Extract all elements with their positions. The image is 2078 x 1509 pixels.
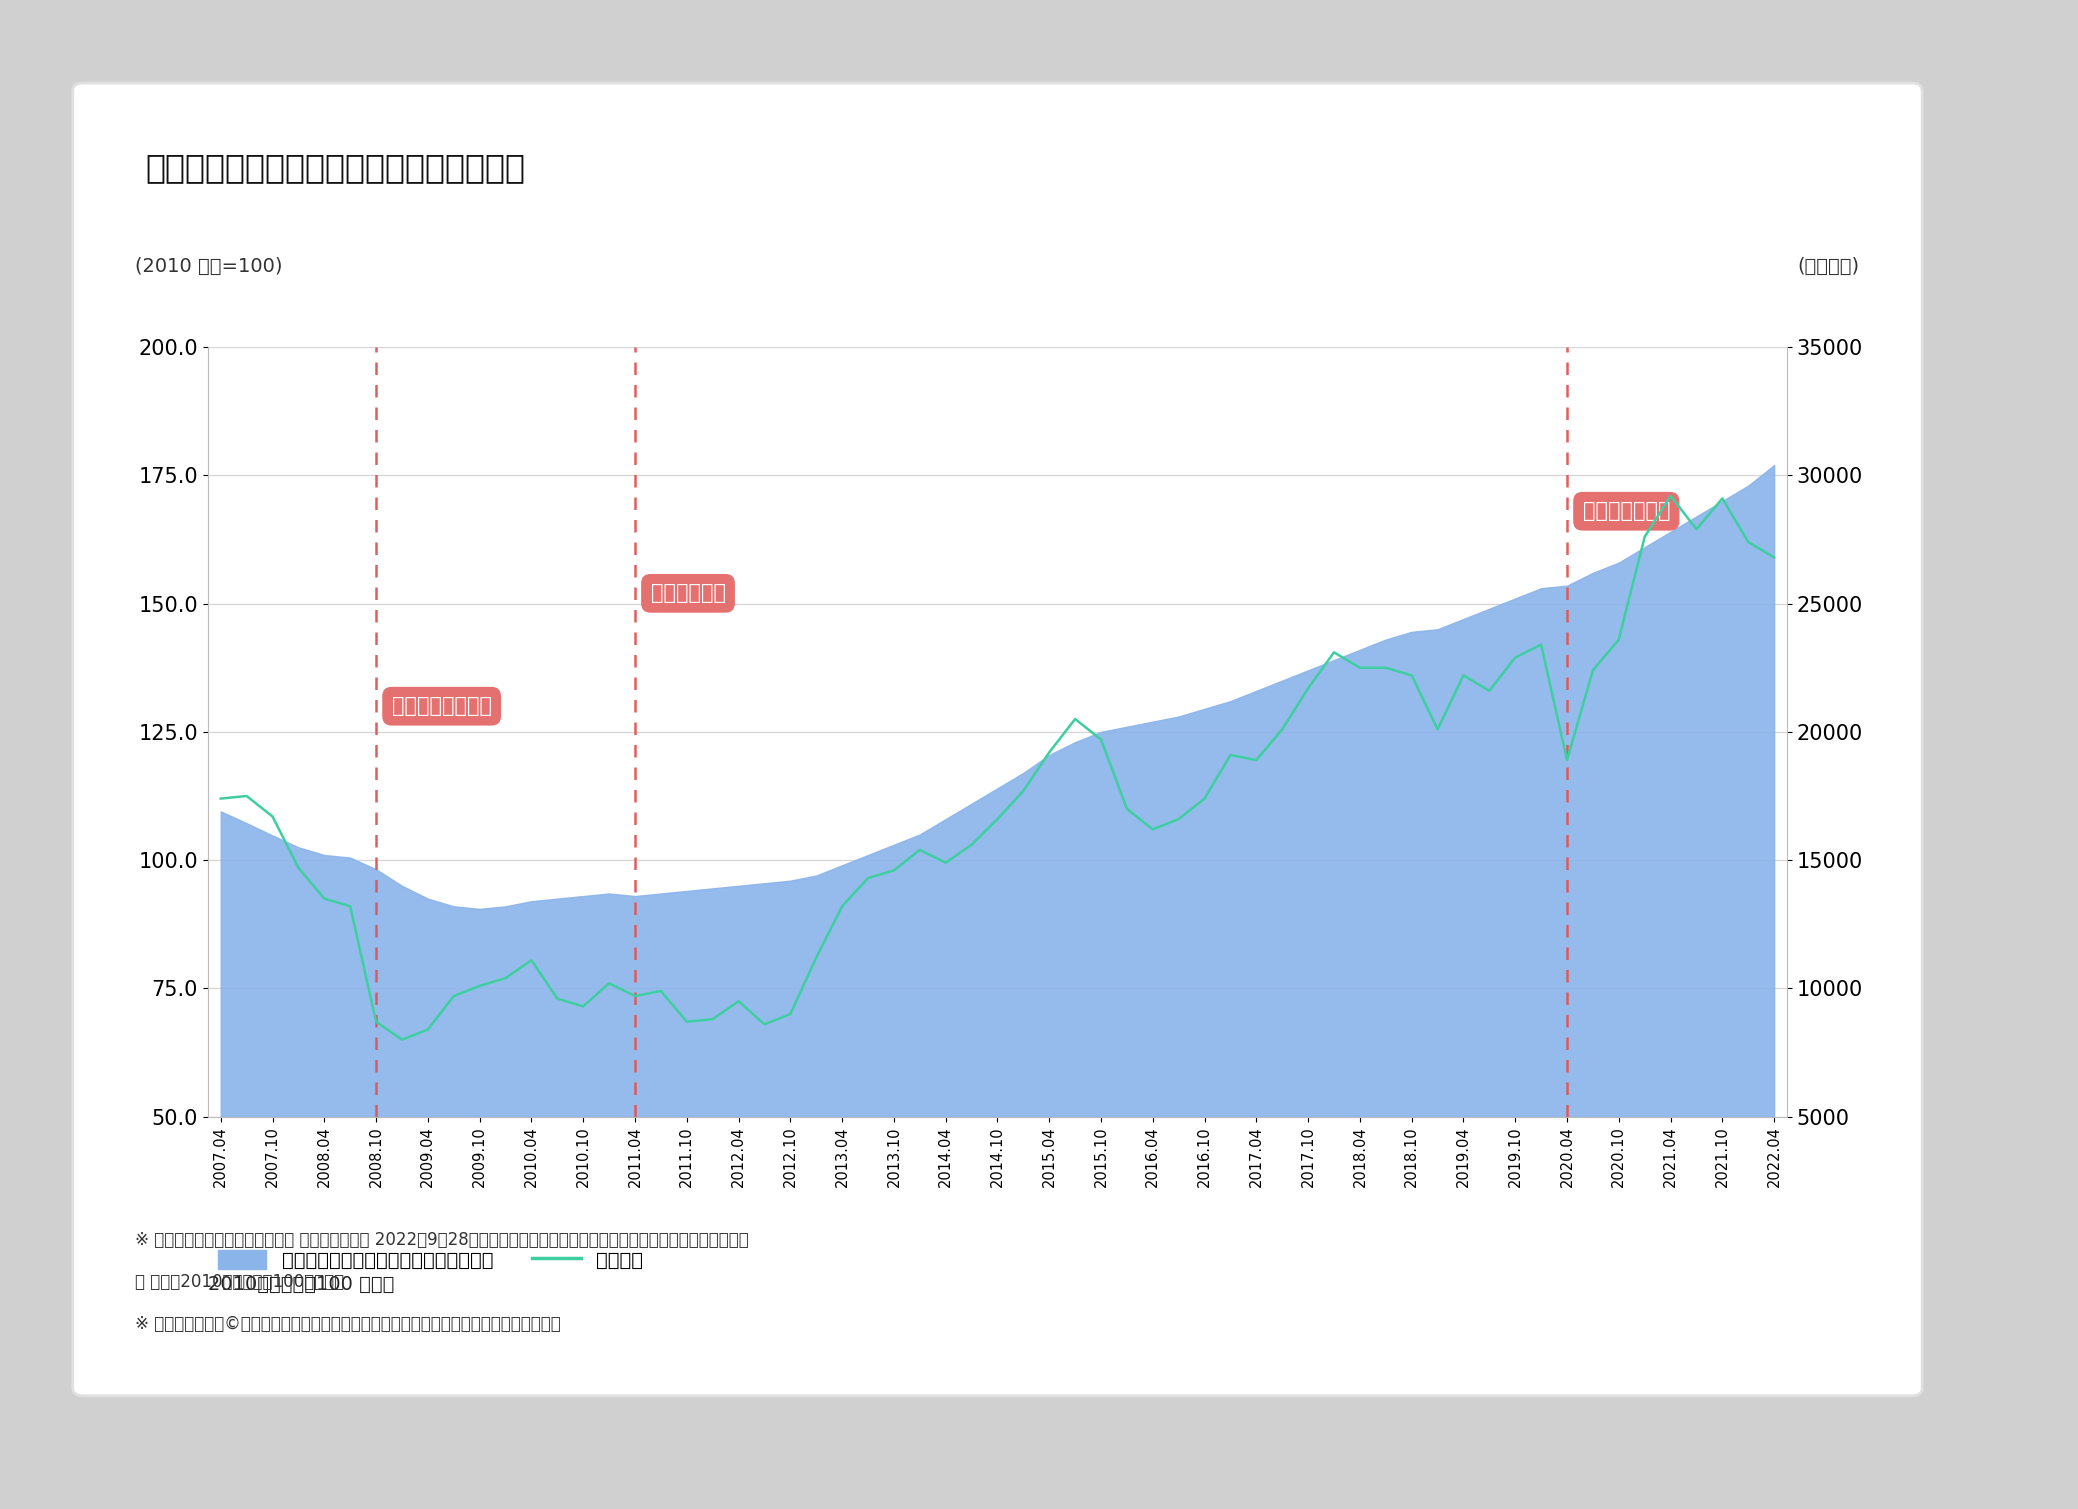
Legend: 不動産価格指数（東京都、マンション）, 日経平均: 不動産価格指数（東京都、マンション）, 日経平均: [218, 1249, 644, 1271]
Text: ※ 不動産価格指数は、国土交通省 不動産価格指数 2022年9月28日データより。東京都のマンション価格（季節調整）データを: ※ 不動産価格指数は、国土交通省 不動産価格指数 2022年9月28日データより…: [135, 1231, 748, 1249]
Text: ※ 日経平均株価（©日本経済新聞社）は、日経平均ヒストリカルデータより月の終値を利用: ※ 日経平均株価（©日本経済新聞社）は、日経平均ヒストリカルデータより月の終値を…: [135, 1316, 561, 1334]
Text: 東京都のマンション価格と日経平均の推移: 東京都のマンション価格と日経平均の推移: [145, 151, 526, 184]
Text: (日経平均): (日経平均): [1797, 257, 1860, 276]
Text: 東日本大震災: 東日本大震災: [650, 584, 725, 604]
Text: (2010 平均=100): (2010 平均=100): [135, 257, 283, 276]
Text: 2010年の平均を100 とする: 2010年の平均を100 とする: [208, 1275, 395, 1295]
Text: コロナショック: コロナショック: [1583, 501, 1671, 521]
Text: リーマンショック: リーマンショック: [391, 696, 492, 717]
Text: 利用。2010年の平均を100とした。: 利用。2010年の平均を100とした。: [135, 1274, 345, 1292]
